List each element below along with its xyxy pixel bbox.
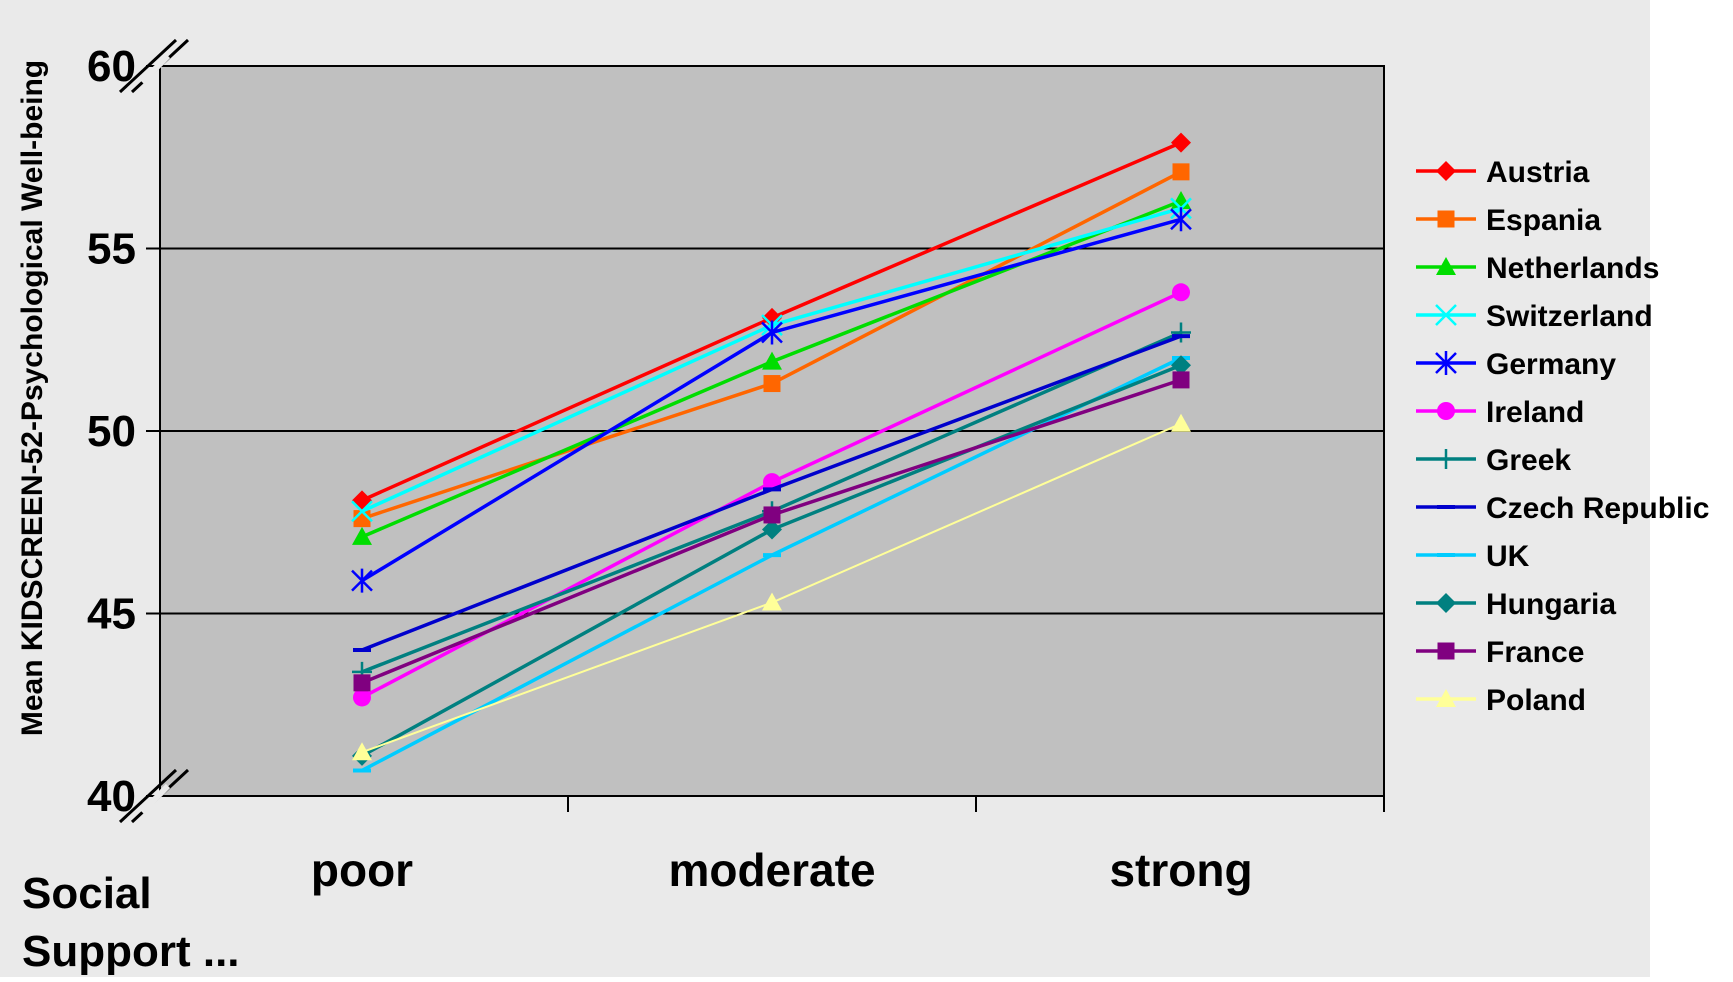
axis-break-gap xyxy=(139,53,171,85)
legend-item-france: France xyxy=(1416,636,1584,669)
data-point-marker xyxy=(1436,257,1456,275)
legend-item-switzerland: Switzerland xyxy=(1416,300,1653,333)
legend-label: Netherlands xyxy=(1486,252,1659,285)
data-point-marker xyxy=(353,674,371,692)
data-point-marker xyxy=(1437,210,1455,228)
data-point-marker xyxy=(1170,207,1192,232)
data-point-marker xyxy=(1436,161,1456,181)
y-tick-label: 45 xyxy=(87,590,136,639)
data-point-marker xyxy=(1171,322,1191,343)
legend-item-hungaria: Hungaria xyxy=(1416,588,1616,621)
data-point-marker xyxy=(1436,593,1456,613)
legend-label: UK xyxy=(1486,540,1530,573)
data-point-marker xyxy=(1171,413,1191,432)
legend-item-austria: Austria xyxy=(1416,156,1590,189)
data-point-marker xyxy=(1435,304,1457,326)
legend-label: Germany xyxy=(1486,348,1616,381)
x-tick-label: poor xyxy=(311,844,413,896)
series-france xyxy=(353,371,1190,692)
data-point-marker xyxy=(1172,371,1190,389)
series-poland xyxy=(352,413,1191,761)
data-point-marker xyxy=(1171,132,1191,153)
series-layer xyxy=(351,132,1192,773)
data-point-marker xyxy=(1436,449,1456,469)
legend-label: Austria xyxy=(1486,156,1590,189)
axis-break-gap xyxy=(139,783,171,815)
data-point-marker xyxy=(761,320,783,345)
data-point-marker xyxy=(351,500,373,523)
data-point-marker xyxy=(1435,351,1457,375)
y-axis-label: Mean KIDSCREEN-52-Psychological Well-bei… xyxy=(16,60,49,736)
x-tick-label: moderate xyxy=(668,844,875,896)
axis-break-mark xyxy=(118,768,178,824)
axis-break-mark xyxy=(118,38,178,94)
data-point-marker xyxy=(352,742,372,761)
data-point-marker xyxy=(1171,355,1191,376)
legend-label: Greek xyxy=(1486,444,1571,477)
data-point-marker xyxy=(1172,283,1190,302)
data-point-marker xyxy=(762,592,782,611)
data-point-marker xyxy=(351,568,373,593)
data-point-marker xyxy=(1436,689,1456,707)
data-point-marker xyxy=(1172,163,1190,181)
legend-item-ireland: Ireland xyxy=(1416,396,1584,429)
data-point-marker xyxy=(353,688,371,707)
series-germany xyxy=(351,207,1192,593)
legend-item-poland: Poland xyxy=(1416,684,1586,717)
y-tick-label: 55 xyxy=(87,225,136,274)
x-tick-label: strong xyxy=(1109,844,1252,896)
series-czech-republic xyxy=(353,334,1190,652)
legend-label: France xyxy=(1486,636,1584,669)
data-point-marker xyxy=(763,375,781,393)
legend-label: Ireland xyxy=(1486,396,1584,429)
data-point-marker xyxy=(1437,642,1455,660)
data-point-marker xyxy=(762,351,782,370)
data-point-marker xyxy=(762,519,782,540)
legend-label: Hungaria xyxy=(1486,588,1616,621)
legend: Austria Espania Netherlands Switzerland Germ… xyxy=(1416,156,1709,717)
legend-label: Czech Republic xyxy=(1486,492,1709,525)
legend-label: Switzerland xyxy=(1486,300,1653,333)
legend-item-greek: Greek xyxy=(1416,444,1571,477)
legend-item-netherlands: Netherlands xyxy=(1416,252,1659,285)
legend-label: Espania xyxy=(1486,204,1601,237)
data-point-marker xyxy=(352,526,372,545)
legend-item-uk: UK xyxy=(1416,540,1530,573)
legend-item-germany: Germany xyxy=(1416,348,1616,381)
x-axis-label-line-1: Social xyxy=(22,869,152,918)
x-axis-label-line-2: Support ... xyxy=(22,927,240,976)
legend-item-espania: Espania xyxy=(1416,204,1601,237)
y-tick-label: 50 xyxy=(87,407,136,456)
legend-label: Poland xyxy=(1486,684,1586,717)
data-point-marker xyxy=(1437,402,1455,420)
legend-item-czech-republic: Czech Republic xyxy=(1416,492,1709,525)
data-point-marker xyxy=(763,506,781,524)
